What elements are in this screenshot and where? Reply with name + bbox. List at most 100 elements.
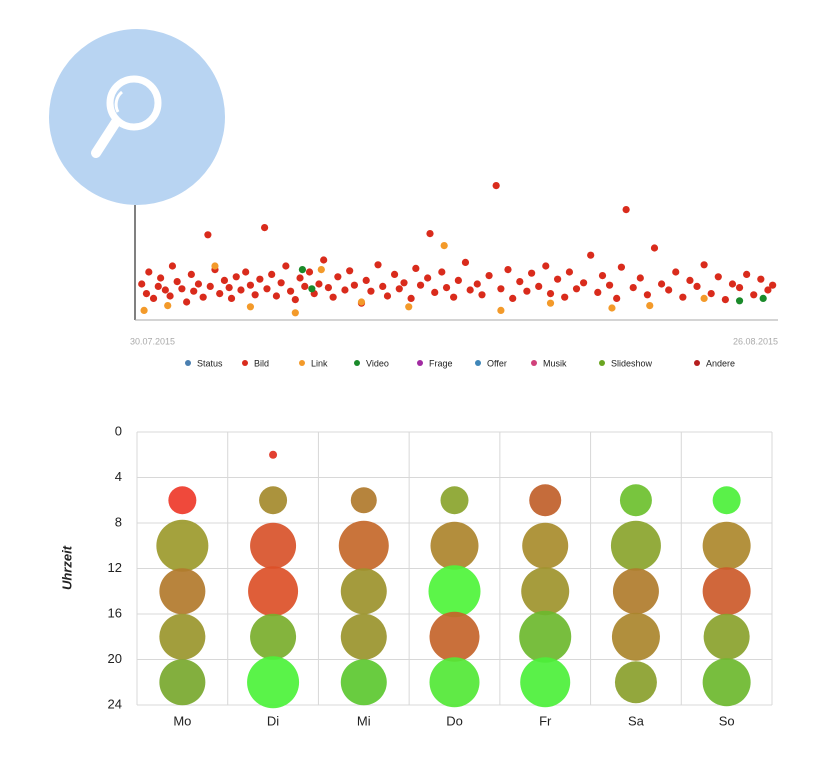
bubble (340, 613, 387, 660)
data-point (665, 286, 673, 294)
data-point (395, 285, 403, 293)
data-point (187, 270, 195, 278)
data-point (246, 303, 255, 311)
data-point (329, 293, 337, 301)
data-point (190, 287, 198, 295)
legend-marker (475, 360, 481, 366)
data-point (237, 286, 245, 294)
data-point (523, 287, 531, 295)
data-point (178, 285, 186, 293)
data-point (362, 276, 370, 284)
data-point (461, 258, 470, 266)
data-point (622, 206, 630, 214)
bubble (702, 567, 751, 616)
data-point (199, 293, 207, 301)
data-point (216, 290, 224, 298)
data-point (672, 268, 680, 276)
data-point (442, 284, 451, 292)
x-tick-label: Sa (628, 713, 645, 728)
data-point (272, 292, 281, 300)
y-tick-label: 4 (115, 469, 122, 484)
data-point (497, 285, 505, 293)
data-point (426, 230, 434, 238)
data-point (308, 285, 316, 293)
data-point (315, 280, 323, 288)
y-tick-label: 8 (115, 514, 122, 529)
data-point (657, 280, 666, 288)
bubble (519, 610, 572, 663)
data-point (173, 278, 181, 286)
data-point (350, 281, 358, 289)
data-point (636, 274, 644, 282)
data-point (317, 266, 325, 274)
data-point (282, 262, 290, 270)
bubble (159, 659, 206, 706)
data-point (149, 294, 158, 302)
data-point (140, 306, 148, 314)
bubble (250, 522, 297, 569)
bubble (610, 520, 661, 571)
data-point (605, 281, 614, 289)
data-point (320, 256, 328, 264)
data-point (225, 284, 233, 292)
bubble (430, 521, 479, 570)
bubble (520, 657, 571, 708)
data-point (334, 273, 342, 281)
data-point (341, 286, 349, 294)
y-tick-label: 24 (108, 696, 122, 711)
bubble (521, 567, 570, 616)
data-point (728, 280, 737, 288)
data-point (598, 272, 607, 280)
data-point (194, 280, 203, 288)
data-point (504, 266, 512, 274)
data-point (572, 285, 581, 293)
data-point (561, 293, 569, 301)
data-point (450, 293, 458, 301)
y-tick-label: 16 (108, 605, 122, 620)
data-point (509, 294, 517, 302)
data-point (206, 282, 214, 290)
data-point (305, 268, 314, 276)
legend-marker (694, 360, 700, 366)
data-point (431, 288, 439, 296)
data-point (485, 272, 493, 280)
y-tick-label: 20 (108, 651, 122, 666)
legend-label: Bild (254, 358, 269, 368)
data-point (232, 273, 240, 281)
x-tick-label: Do (446, 713, 463, 728)
x-tick-label: 30.07.2015 (130, 336, 175, 346)
data-point (769, 281, 777, 289)
bubble (340, 659, 387, 706)
data-point (286, 287, 295, 295)
legend-label: Musik (543, 358, 567, 368)
data-point (686, 276, 694, 284)
data-point (438, 268, 446, 276)
data-point (268, 270, 276, 278)
data-point (693, 282, 701, 290)
data-point (424, 274, 432, 282)
data-point (277, 279, 285, 287)
data-point (546, 299, 555, 307)
data-point (764, 286, 772, 294)
data-point (707, 290, 715, 298)
data-point (750, 291, 758, 299)
data-point (721, 296, 729, 304)
data-point (142, 290, 151, 298)
data-point (251, 291, 259, 299)
data-point (650, 244, 659, 252)
data-point (440, 242, 448, 250)
search-icon (49, 29, 225, 205)
bubble (250, 613, 297, 660)
legend-label: Link (311, 358, 328, 368)
data-point (291, 309, 299, 317)
data-point (759, 294, 767, 302)
data-point (296, 274, 304, 282)
legend-label: Slideshow (611, 358, 653, 368)
data-point (528, 269, 536, 277)
data-point (400, 279, 408, 287)
legend-label: Andere (706, 358, 735, 368)
data-point (497, 306, 505, 314)
data-point (183, 298, 191, 306)
bubble (440, 486, 469, 515)
